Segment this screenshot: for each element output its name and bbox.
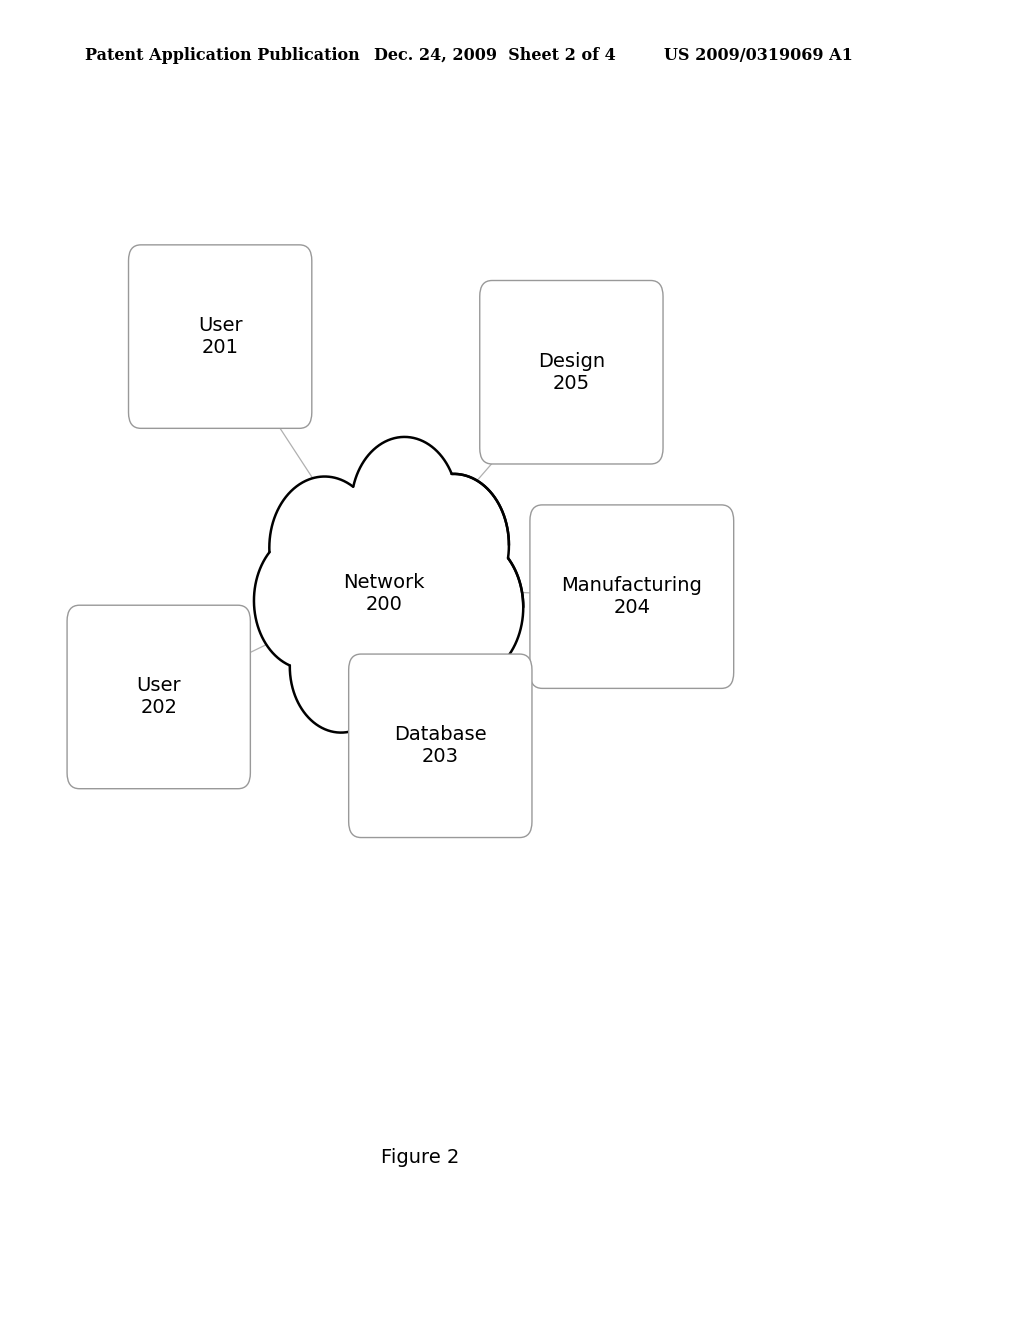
Text: Design
205: Design 205 bbox=[538, 351, 605, 393]
FancyBboxPatch shape bbox=[348, 655, 532, 838]
FancyBboxPatch shape bbox=[129, 244, 311, 428]
Circle shape bbox=[413, 536, 523, 678]
Text: Manufacturing
204: Manufacturing 204 bbox=[561, 576, 702, 618]
Circle shape bbox=[310, 492, 458, 682]
Text: Dec. 24, 2009  Sheet 2 of 4: Dec. 24, 2009 Sheet 2 of 4 bbox=[374, 48, 615, 63]
Circle shape bbox=[269, 477, 380, 619]
Circle shape bbox=[361, 607, 464, 739]
Circle shape bbox=[290, 601, 392, 733]
Circle shape bbox=[254, 532, 360, 669]
FancyBboxPatch shape bbox=[68, 605, 250, 789]
Text: Network
200: Network 200 bbox=[343, 573, 425, 615]
Text: User
201: User 201 bbox=[198, 315, 243, 358]
FancyBboxPatch shape bbox=[479, 281, 664, 465]
Text: Database
203: Database 203 bbox=[394, 725, 486, 767]
Circle shape bbox=[398, 474, 509, 616]
FancyBboxPatch shape bbox=[530, 504, 733, 689]
Text: User
202: User 202 bbox=[136, 676, 181, 718]
Text: Patent Application Publication: Patent Application Publication bbox=[85, 48, 359, 63]
Text: US 2009/0319069 A1: US 2009/0319069 A1 bbox=[664, 48, 852, 63]
Text: Figure 2: Figure 2 bbox=[381, 1148, 459, 1167]
Circle shape bbox=[351, 437, 458, 574]
